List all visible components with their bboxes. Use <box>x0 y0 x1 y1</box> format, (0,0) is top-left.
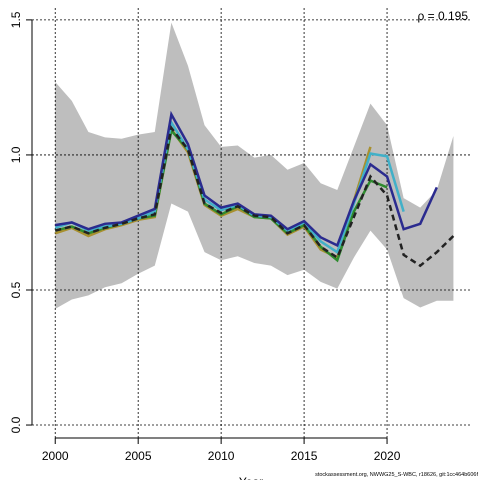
x-axis-label: Year <box>239 475 263 480</box>
x-tick-label: 2000 <box>42 449 69 463</box>
x-tick-label: 2015 <box>291 449 318 463</box>
y-tick-label: 1.0 <box>9 146 23 163</box>
confidence-band <box>55 22 454 309</box>
footer: stockassessment.org, NWWG25_S-WBC, r1862… <box>315 472 478 478</box>
series-line <box>55 110 438 248</box>
series-line <box>54 124 455 268</box>
x-tick-label: 2010 <box>208 449 235 463</box>
annotation: ρ = 0.195 <box>417 9 468 23</box>
y-tick-label: 1.5 <box>9 11 23 28</box>
x-tick-label: 2020 <box>374 449 401 463</box>
y-tick-label: 0.5 <box>9 281 23 298</box>
y-tick-label: 0.0 <box>9 416 23 433</box>
x-tick-label: 2005 <box>125 449 152 463</box>
